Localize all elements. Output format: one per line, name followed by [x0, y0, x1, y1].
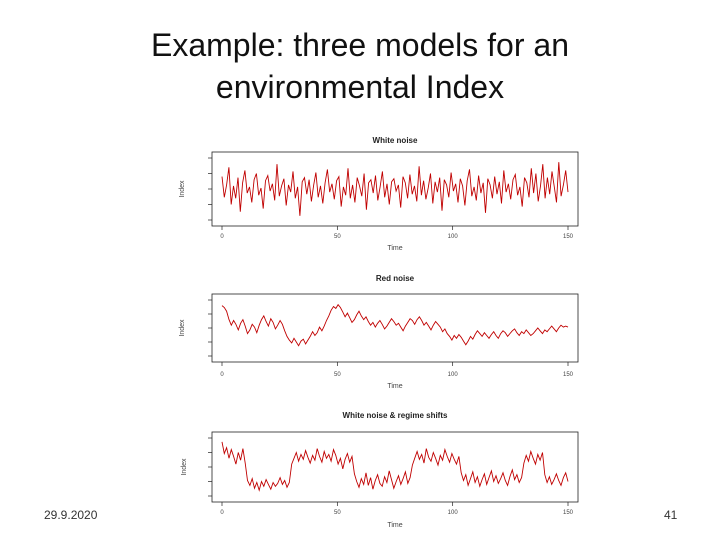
- x-tick-label: 150: [563, 372, 574, 378]
- y-axis-label: Index: [179, 319, 186, 337]
- slide-title-line1: Example: three models for an: [151, 27, 569, 63]
- x-tick-label: 100: [448, 234, 459, 240]
- x-tick-label: 0: [220, 372, 224, 378]
- x-tick-label: 50: [334, 510, 341, 516]
- x-tick-label: 50: [334, 372, 341, 378]
- panel-title: White noise: [373, 136, 418, 145]
- panel-1: White noise 0 50 100 150 Time Index: [179, 136, 579, 252]
- x-tick-label: 150: [563, 234, 574, 240]
- x-axis-label: Time: [387, 383, 402, 390]
- panel-title: Red noise: [376, 274, 415, 283]
- panel-2: Red noise 0 50 100 150 Time Index: [179, 274, 579, 390]
- panel-3: White noise & regime shifts 0 50 100 150 Time…: [181, 411, 579, 529]
- x-tick-label: 150: [563, 510, 574, 516]
- panel-title: White noise & regime shifts: [343, 411, 448, 420]
- footer-date: 29.9.2020: [44, 508, 98, 522]
- series-line: [221, 303, 569, 347]
- plot-frame: [211, 151, 579, 227]
- slide-title-line2: environmental Index: [215, 69, 505, 105]
- series-line: [221, 162, 569, 216]
- x-tick-label: 50: [334, 234, 341, 240]
- x-axis-label: Time: [387, 522, 402, 529]
- x-tick-label: 100: [448, 510, 459, 516]
- page-number: 41: [664, 508, 678, 522]
- x-axis-label: Time: [387, 245, 402, 252]
- y-axis-label: Index: [179, 180, 186, 198]
- plot-frame: [211, 293, 579, 363]
- x-tick-label: 100: [448, 372, 459, 378]
- y-axis-label: Index: [181, 458, 188, 476]
- x-tick-label: 0: [220, 234, 224, 240]
- series-line: [221, 441, 569, 492]
- x-tick-label: 0: [220, 510, 224, 516]
- slide-title: Example: three models for an environment…: [90, 24, 630, 108]
